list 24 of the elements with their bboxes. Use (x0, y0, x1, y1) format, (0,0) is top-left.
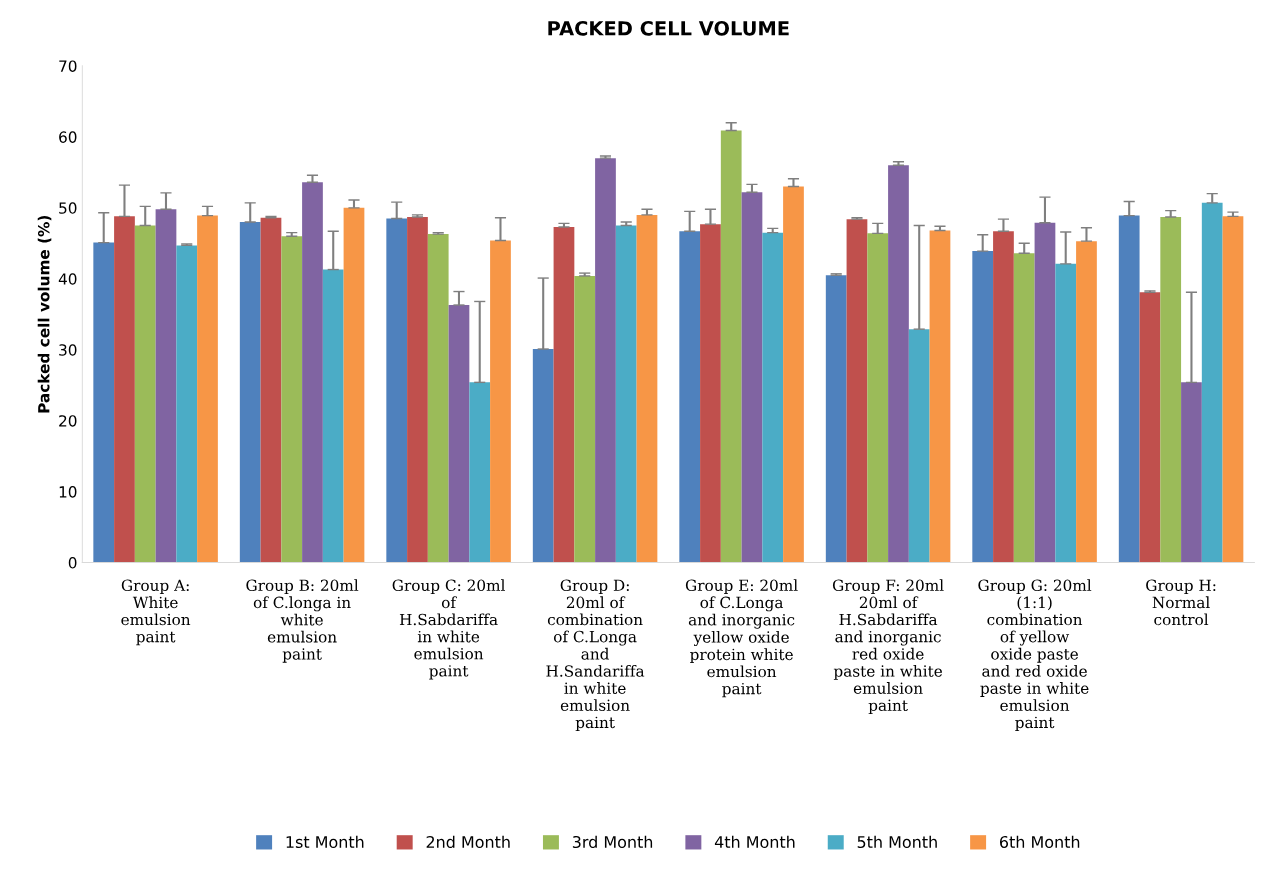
category-label: Group D: 20ml of combination of C.Longa and H.Sandariffa in white emulsion paint (546, 579, 645, 732)
legend-label: 5th Month (857, 835, 937, 849)
category-label: Group G: 20ml (1:1) combination of yellow oxide paste and red oxide paste in white emulsion paint (978, 579, 1092, 732)
x-tick-label: Group E: 20ml of C.Longa and inorganic yellow oxide protein white emulsion paint (685, 579, 798, 698)
legend-label: 6th Month (999, 835, 1080, 849)
x-tick-label: Group F: 20ml 20ml of H.Sabdariffa and inorganic red oxide paste in white emulsion paint (832, 579, 944, 714)
legend-label: 4th Month (714, 835, 795, 849)
legend-label: 3rd Month (572, 835, 653, 849)
x-tick-label: Group H: Normal control (1146, 579, 1216, 626)
x-tick-label: Group C: 20ml of H.Sabdariffa in white emulsion paint (392, 579, 505, 680)
y-axis-title: Packed cell volume (%) (37, 215, 52, 413)
legend-label: 1st Month (286, 835, 364, 849)
y-tick-label: 50 (59, 202, 77, 214)
y-tick-label: 40 (58, 273, 77, 285)
y-tick-label: 10 (59, 486, 77, 498)
y-tick-label: 70 (59, 60, 77, 72)
y-tick-label: 30 (59, 344, 77, 356)
x-tick-label: Group B: 20ml of C.longa in white emulsion paint (246, 579, 359, 663)
y-tick-label: 60 (59, 131, 77, 143)
y-tick-label: 0 (68, 557, 77, 569)
x-tick-label: Group A: White emulsion paint (121, 579, 191, 646)
y-tick-label: 20 (59, 415, 77, 427)
chart-title: PACKED CELL VOLUME (548, 20, 789, 36)
legend-label: 2nd Month (426, 835, 510, 849)
